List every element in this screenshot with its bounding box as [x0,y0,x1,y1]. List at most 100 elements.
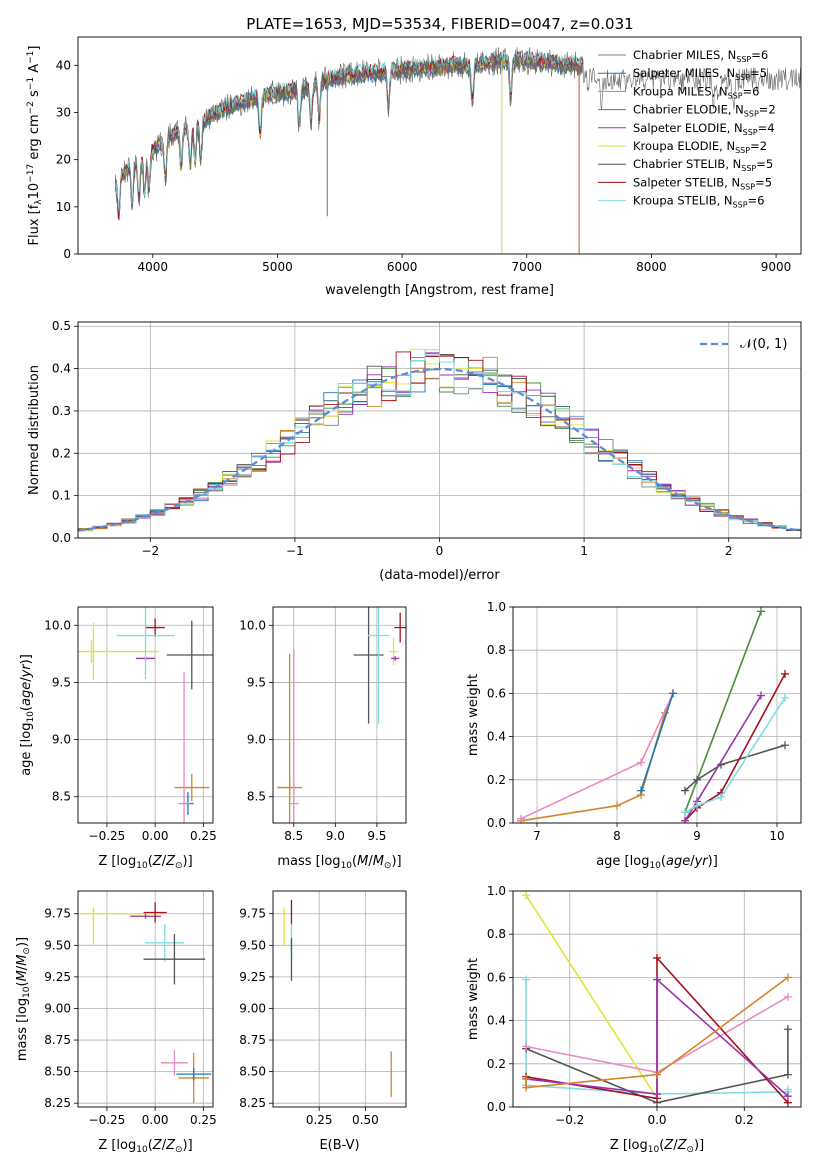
y-tick-label: 8.25 [44,1096,71,1110]
x-axis-label: age [log10(age/yr)] [596,854,718,871]
data-point [681,786,689,795]
x-tick-label: 8 [613,829,621,843]
data-point [637,758,645,767]
y-tick-label: 1.0 [487,600,506,614]
axes-mass-vs-EBV: 0.25 0.50 8.25 8.50 8.75 9.00 9.25 9.50 9.75 E(B-… [239,890,407,1153]
y-axis-label: Flux [fλ10−17 erg cm−2 s−1 A−1] [26,46,44,246]
grid-mass-vs-Z [78,891,213,1107]
data-point [757,691,765,700]
y-axis-label: mass weight [466,674,481,756]
series-line [640,693,674,791]
y-tick-label: 9.25 [239,970,266,984]
y-tick-label: 20 [56,153,71,167]
histogram-step [78,348,801,532]
normal-curve [78,367,801,532]
y-tick-label: 0.5 [52,319,71,333]
y-tick-label: 0.2 [52,446,71,460]
x-tick-label: 8000 [636,260,667,274]
y-tick-label: 9.75 [239,907,266,921]
y-tick-label: 0.0 [487,1100,506,1114]
axes-frame-age-vs-Z [77,606,214,824]
x-tick-label: 9 [693,829,701,843]
plot-area-weight-vs-Z [522,891,792,1107]
x-tick-label: 0.2 [735,1113,754,1127]
plot-area-age-vs-mass [277,607,406,823]
data-point [653,1090,661,1099]
y-tick-label: 0.8 [487,643,506,657]
legend-entry: Salpeter MILES, NSSP=5 [633,66,767,82]
y-tick-label: 0.0 [487,816,506,830]
data-point [653,975,661,984]
axes-frame-residuals [77,321,802,539]
plot-area-age-vs-Z [78,607,213,823]
data-point [781,741,789,750]
y-tick-label: 9.75 [44,907,71,921]
x-tick-label: 1 [580,544,588,558]
y-tick-label: 8.75 [44,1033,71,1047]
y-tick-label: 10 [56,200,71,214]
y-tick-label: 0.8 [487,927,506,941]
y-tick-label: 8.50 [239,1065,266,1079]
y-tick-label: 9.5 [247,675,266,689]
x-tick-label: 0.25 [190,829,217,843]
series-line [520,693,674,820]
x-axis-label: mass [log10(M/M⊙)] [277,854,401,871]
y-tick-label: 9.00 [44,1001,71,1015]
series-line [684,697,786,813]
y-axis-label: age [log10(age/yr)] [19,654,36,776]
series-line [525,1029,789,1104]
axes-frame-spectrum [77,36,802,255]
y-tick-label: 1.0 [487,884,506,898]
data-point [693,775,701,784]
data-point [522,1074,531,1083]
x-axis-label: Z [log10(Z/Z⊙)] [610,1138,704,1155]
x-tick-label: 6000 [387,260,418,274]
axes-weight-vs-Z: −0.2 0.0 0.2 0.0 0.2 0.4 0.6 0.8 1.0 Z [log10(Z/Z… [466,884,802,1155]
data-point [522,1042,531,1051]
axes-spectrum: 4000 5000 6000 7000 8000 9000 0 10 20 30 40 wavelen… [26,36,802,298]
y-tick-label: 9.00 [239,1001,266,1015]
axes-frame-mass-vs-EBV [272,890,407,1108]
axes-frame-age-vs-mass [272,606,407,824]
data-point [781,669,789,678]
data-point [783,1070,792,1079]
y-tick-label: 0.2 [487,1057,506,1071]
grid-weight-vs-age [513,606,801,824]
y-tick-label: 0.1 [52,489,71,503]
x-axis-label: E(B-V) [319,1138,359,1153]
x-tick-label: 0 [436,544,444,558]
data-point [681,816,689,823]
grid-age-vs-Z [78,607,213,823]
data-point [522,891,531,900]
data-point [783,1092,792,1101]
axes-residuals: −2 −1 0 1 2 0.0 0.1 0.2 0.3 0.4 0.5 𝒩(0, 1) (data-mo… [27,319,802,583]
x-tick-label: −0.2 [555,1113,584,1127]
y-tick-label: 0.6 [487,970,506,984]
x-tick-label: 4000 [138,260,169,274]
x-tick-label: 7000 [511,260,542,274]
y-tick-label: 40 [56,58,71,72]
axes-frame-mass-vs-Z [77,890,214,1108]
legend-entry: Kroupa STELIB, NSSP=6 [633,194,764,210]
y-tick-label: 9.50 [44,938,71,952]
legend-entry: Salpeter ELODIE, NSSP=4 [633,121,775,137]
x-tick-label: 0.50 [352,1113,379,1127]
series-line [520,693,674,822]
y-tick-label: 0.6 [487,686,506,700]
x-tick-label: −0.25 [89,1113,126,1127]
y-tick-label: 9.50 [239,938,266,952]
x-tick-label: 9000 [761,260,792,274]
data-point [693,801,701,810]
grid-mass-vs-EBV [273,891,406,1107]
y-axis-label: mass [log10(M/M⊙)] [15,937,32,1061]
y-tick-label: 8.5 [52,790,71,804]
legend-entry: Chabrier STELIB, NSSP=5 [633,157,773,173]
series-line [684,744,786,792]
data-point [681,808,689,817]
x-tick-label: 0.25 [190,1113,217,1127]
y-tick-label: 10.0 [44,618,71,632]
x-tick-label: 0.00 [142,1113,169,1127]
grid-age-vs-mass [273,607,406,823]
legend-entry: Chabrier MILES, NSSP=6 [633,48,768,64]
y-tick-label: 9.5 [52,675,71,689]
